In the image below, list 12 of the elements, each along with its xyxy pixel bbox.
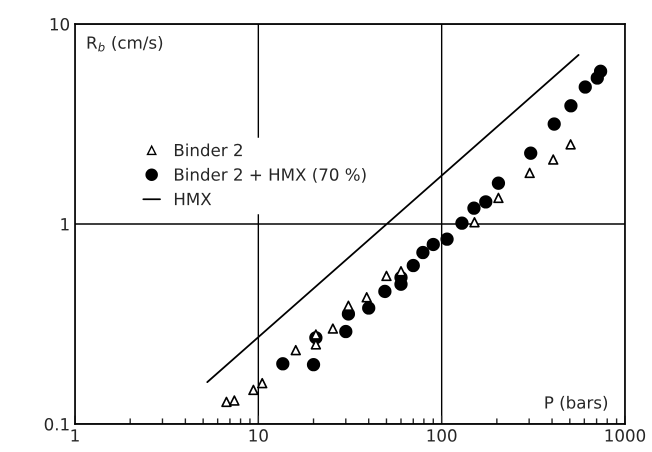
y-tick-label: 0.1 [44, 418, 69, 431]
x-tick-label: 10 [250, 429, 268, 442]
y-axis-title: R$_{b}$ (cm/s) [88, 36, 162, 52]
x-tick-label: 1000 [606, 429, 646, 442]
y-tick-label: 1 [61, 218, 69, 230]
legend-label: Binder 2 [174, 143, 242, 156]
legend-label: HMX [174, 192, 212, 206]
x-tick-label: 100 [428, 429, 456, 442]
x-axis-title: P (bars) [545, 396, 608, 411]
y-tick-label: 10 [50, 18, 70, 31]
x-tick-label: 1 [72, 429, 79, 442]
legend-label: Binder 2 + HMX (70 %) [174, 168, 366, 183]
